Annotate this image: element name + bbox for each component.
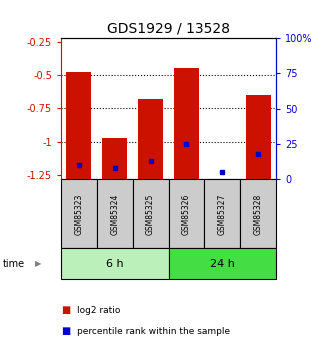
Bar bbox=[246, 95, 271, 179]
Text: time: time bbox=[3, 259, 25, 269]
Bar bbox=[102, 138, 127, 179]
Bar bbox=[138, 99, 163, 179]
Text: log2 ratio: log2 ratio bbox=[77, 306, 120, 315]
Bar bbox=[61, 248, 169, 279]
Text: ■: ■ bbox=[61, 326, 70, 336]
Bar bbox=[169, 179, 204, 248]
Text: GSM85328: GSM85328 bbox=[254, 193, 263, 235]
Text: GSM85326: GSM85326 bbox=[182, 193, 191, 235]
Text: percentile rank within the sample: percentile rank within the sample bbox=[77, 327, 230, 336]
Text: GSM85325: GSM85325 bbox=[146, 193, 155, 235]
Text: GSM85323: GSM85323 bbox=[74, 193, 83, 235]
Text: GSM85324: GSM85324 bbox=[110, 193, 119, 235]
Bar bbox=[204, 179, 240, 248]
Text: 24 h: 24 h bbox=[210, 259, 235, 269]
Text: 6 h: 6 h bbox=[106, 259, 124, 269]
Text: GSM85327: GSM85327 bbox=[218, 193, 227, 235]
Title: GDS1929 / 13528: GDS1929 / 13528 bbox=[107, 21, 230, 36]
Bar bbox=[61, 179, 97, 248]
Text: ▶: ▶ bbox=[35, 259, 42, 268]
Bar bbox=[66, 72, 91, 179]
Bar bbox=[97, 179, 133, 248]
Text: ■: ■ bbox=[61, 306, 70, 315]
Bar bbox=[240, 179, 276, 248]
Bar bbox=[169, 248, 276, 279]
Bar bbox=[133, 179, 169, 248]
Bar bbox=[174, 69, 199, 179]
